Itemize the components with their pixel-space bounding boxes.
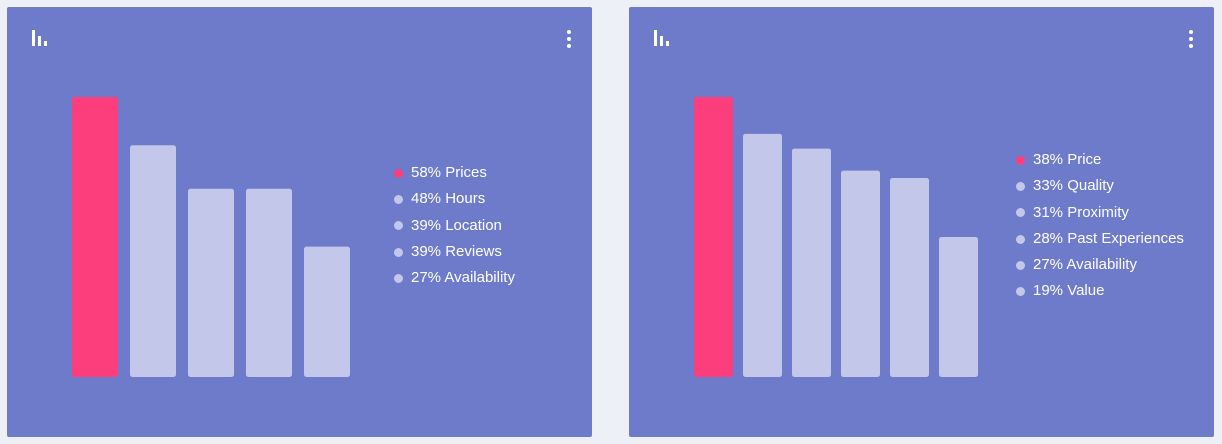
bar-availability (304, 246, 350, 377)
legend-item: 39% Location (394, 213, 515, 239)
legend-item: 39% Reviews (394, 239, 515, 265)
legend-label: 58% Prices (411, 164, 487, 181)
legend-dot (1016, 208, 1025, 218)
bar-chart-left (72, 97, 350, 377)
legend-item: 28% Past Experiences (1016, 226, 1184, 252)
more-vertical-icon[interactable] (562, 26, 576, 52)
legend-item: 27% Availability (394, 265, 515, 291)
legend-dot (1016, 260, 1025, 270)
legend-dot (394, 221, 403, 231)
legend-item: 58% Prices (394, 160, 515, 186)
legend-label: 27% Availability (1033, 256, 1137, 274)
bar-proximity (792, 148, 831, 377)
bar-prices (72, 97, 118, 377)
bar-chart-icon (30, 28, 52, 50)
bar-price (694, 97, 733, 377)
legend-label: 33% Quality (1033, 177, 1114, 195)
legend-label: 28% Past Experiences (1033, 229, 1184, 247)
legend-item: 31% Proximity (1016, 200, 1184, 226)
more-vertical-icon[interactable] (1184, 26, 1198, 52)
legend-label: 19% Value (1033, 282, 1105, 300)
bar-value (939, 237, 978, 377)
legend-dot (394, 194, 403, 204)
legend-dot (394, 273, 403, 283)
bar-chart-icon (652, 28, 674, 50)
legend-dot (1016, 287, 1025, 297)
legend-item: 48% Hours (394, 186, 515, 212)
legend-left: 58% Prices 48% Hours 39% Location 39% Re… (394, 160, 515, 291)
chart-card-right: 38% Price 33% Quality 31% Proximity 28% … (629, 7, 1214, 437)
legend-dot (394, 247, 403, 257)
legend-right: 38% Price 33% Quality 31% Proximity 28% … (1016, 147, 1184, 305)
legend-dot (1016, 155, 1025, 165)
legend-label: 38% Price (1033, 151, 1102, 168)
chart-card-left: 58% Prices 48% Hours 39% Location 39% Re… (7, 7, 592, 437)
legend-dot (1016, 234, 1025, 244)
legend-dot (1016, 181, 1025, 191)
bar-quality (743, 133, 782, 377)
legend-item: 27% Availability (1016, 252, 1184, 278)
legend-label: 27% Availability (411, 269, 515, 287)
bar-reviews (246, 188, 292, 377)
legend-dot (394, 168, 403, 178)
bar-chart-right (694, 97, 978, 377)
bar-hours (130, 145, 176, 377)
legend-item: 38% Price (1016, 147, 1184, 173)
bar-past-experiences (841, 170, 880, 377)
bar-availability (890, 178, 929, 377)
legend-label: 48% Hours (411, 190, 486, 208)
legend-label: 39% Location (411, 216, 502, 234)
legend-label: 31% Proximity (1033, 203, 1129, 221)
legend-label: 39% Reviews (411, 242, 502, 260)
bar-location (188, 188, 234, 377)
legend-item: 19% Value (1016, 278, 1184, 304)
legend-item: 33% Quality (1016, 173, 1184, 199)
